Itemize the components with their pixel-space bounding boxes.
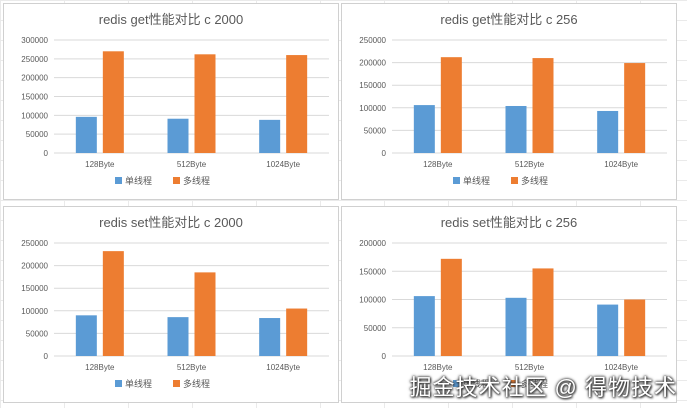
legend-label: 单线程 [125,175,152,186]
chart-title: redis set性能对比 c 256 [441,215,578,230]
chart-panel-get-c256[interactable]: redis get性能对比 c 256 0 50000 100000 150000 200… [341,3,677,200]
legend-swatch [453,177,460,184]
x-tick-label: 1024Byte [266,160,300,169]
x-tick-label: 512Byte [177,363,207,372]
legend-swatch [453,380,460,387]
bar-single-thread [505,297,527,356]
bar-single-thread [259,318,281,356]
y-tick-label: 0 [44,352,49,361]
x-tick-label: 128Byte [85,363,115,372]
y-tick-label: 200000 [21,262,48,271]
chart-title: redis get性能对比 c 256 [440,12,577,27]
chart-title: redis get性能对比 c 2000 [99,12,244,27]
chart-panel-set-c2000[interactable]: redis set性能对比 c 2000 0 50000 100000 150000 20… [3,206,339,403]
y-tick-label: 0 [44,149,49,158]
x-tick-label: 1024Byte [604,363,638,372]
legend-label: 多线程 [183,175,210,186]
x-tick-label: 512Byte [177,160,207,169]
y-tick-label: 0 [382,149,387,158]
bar-single-thread [413,296,435,356]
x-tick-label: 1024Byte [604,160,638,169]
bar-single-thread [259,119,281,153]
x-tick-label: 512Byte [515,160,545,169]
bar-single-thread [167,317,189,356]
y-tick-label: 50000 [364,324,387,333]
bar-single-thread [75,315,97,356]
legend-swatch [173,177,180,184]
legend-label: 多线程 [183,378,210,389]
legend-label: 单线程 [463,175,490,186]
legend-label: 多线程 [521,175,548,186]
y-tick-label: 300000 [21,36,48,45]
y-tick-label: 150000 [21,284,48,293]
bar-multi-thread [286,308,308,356]
legend-swatch [511,177,518,184]
chart-get-c2000: redis get性能对比 c 2000 0 50000 100000 150000 20… [21,12,329,186]
chart-panel-set-c256[interactable]: redis set性能对比 c 256 0 50000 100000 150000 200… [341,206,677,403]
bar-multi-thread [194,54,216,153]
bar-multi-thread [102,251,124,356]
y-tick-label: 100000 [21,307,48,316]
bar-multi-thread [532,268,554,356]
y-tick-label: 100000 [359,104,386,113]
legend-swatch [173,380,180,387]
legend-label: 多线程 [521,378,548,389]
bar-single-thread [75,116,97,153]
bar-single-thread [597,110,619,153]
bar-single-thread [597,304,619,356]
x-tick-label: 512Byte [515,363,545,372]
bar-multi-thread [440,57,462,154]
x-tick-label: 128Byte [423,160,453,169]
bar-single-thread [413,105,435,153]
y-tick-label: 150000 [21,93,48,102]
chart-panel-get-c2000[interactable]: redis get性能对比 c 2000 0 50000 100000 150000 20… [3,3,339,200]
legend-label: 单线程 [463,378,490,389]
y-tick-label: 100000 [359,296,386,305]
bar-multi-thread [286,55,308,153]
y-tick-label: 150000 [359,267,386,276]
bar-single-thread [167,118,189,153]
y-tick-label: 50000 [364,126,387,135]
y-tick-label: 150000 [359,81,386,90]
legend-swatch [511,380,518,387]
chart-title: redis set性能对比 c 2000 [99,215,243,230]
x-tick-label: 128Byte [85,160,115,169]
y-tick-label: 200000 [21,74,48,83]
bar-multi-thread [194,272,216,356]
legend-swatch [115,380,122,387]
bar-single-thread [505,105,527,153]
x-tick-label: 1024Byte [266,363,300,372]
chart-set-c256: redis set性能对比 c 256 0 50000 100000 150000 200… [359,215,667,389]
y-tick-label: 200000 [359,59,386,68]
y-tick-label: 50000 [26,130,49,139]
watermark-text: 掘金技术社区 @ 得物技术 [409,375,677,400]
bar-multi-thread [440,258,462,356]
legend-label: 单线程 [125,378,152,389]
bar-multi-thread [624,63,646,153]
bar-multi-thread [532,58,554,153]
x-tick-label: 128Byte [423,363,453,372]
chart-set-c2000: redis set性能对比 c 2000 0 50000 100000 150000 20… [21,215,329,389]
y-tick-label: 50000 [26,329,49,338]
legend-swatch [115,177,122,184]
y-tick-label: 200000 [359,239,386,248]
y-tick-label: 250000 [21,55,48,64]
y-tick-label: 0 [382,352,387,361]
y-tick-label: 100000 [21,111,48,120]
y-tick-label: 250000 [21,239,48,248]
chart-get-c256: redis get性能对比 c 256 0 50000 100000 150000 200… [359,12,667,186]
bar-multi-thread [624,299,646,356]
bar-multi-thread [102,51,124,153]
y-tick-label: 250000 [359,36,386,45]
